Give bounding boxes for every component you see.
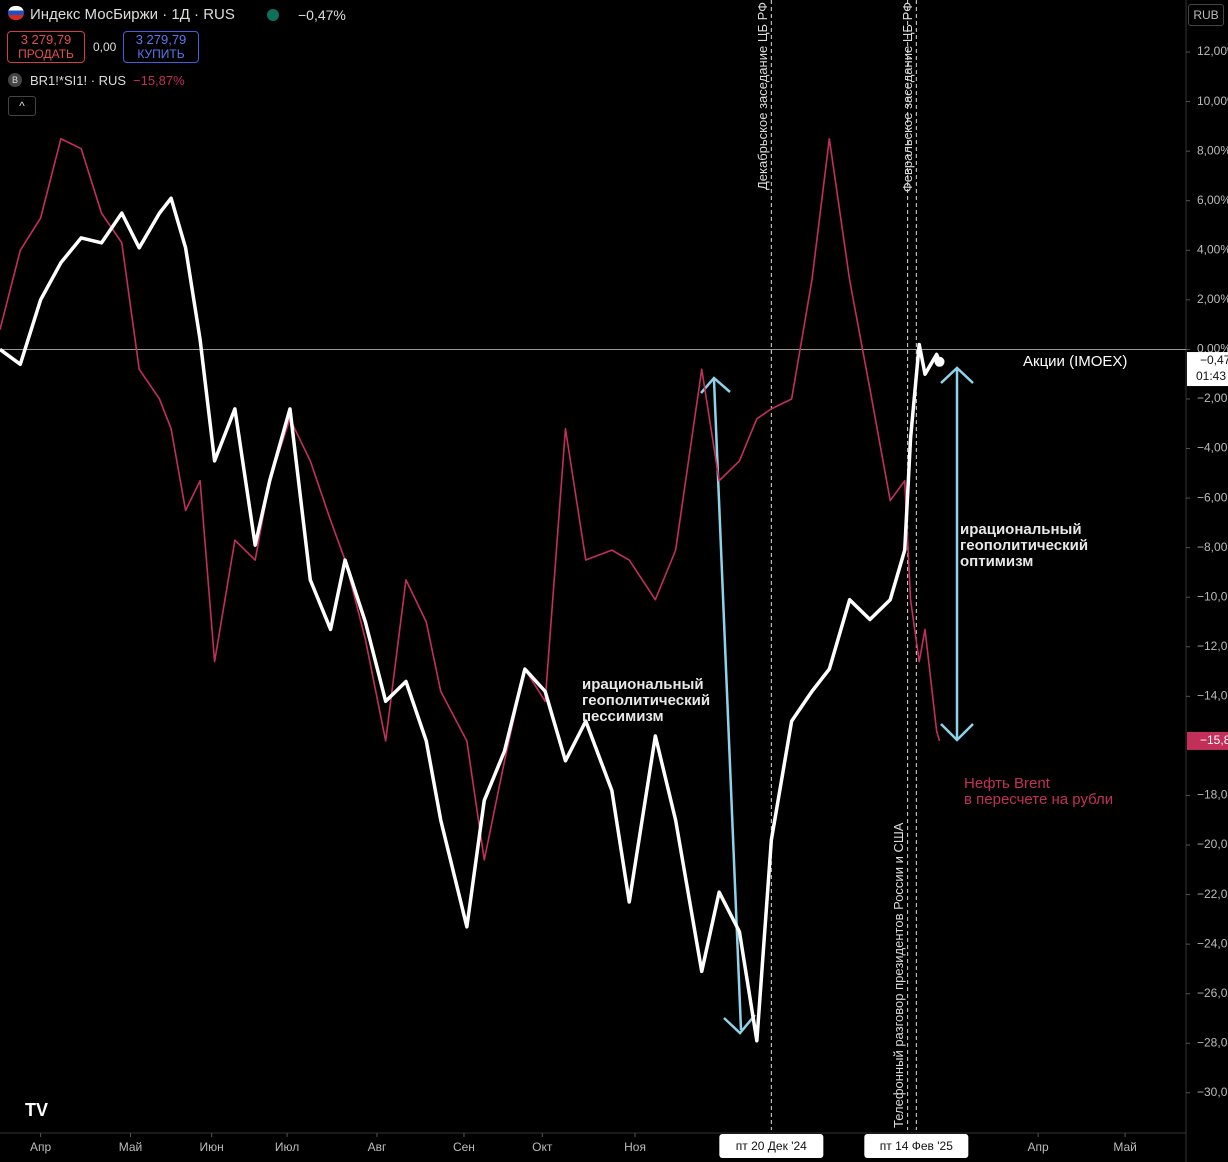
spread: 0,00	[93, 40, 117, 54]
y-tick-label: −28,0	[1197, 1035, 1228, 1049]
y-tick-label: 4,00%	[1197, 242, 1228, 256]
arrows	[700, 366, 974, 1035]
date-label: пт 14 Фев '25	[880, 1139, 953, 1153]
series-line	[0, 137, 941, 861]
y-tick-label: −24,0	[1197, 936, 1228, 950]
y-tick-label: −6,00	[1197, 490, 1228, 504]
x-tick-label: Июл	[275, 1140, 299, 1154]
x-tick-label: Сен	[453, 1140, 475, 1154]
last-point	[934, 356, 945, 367]
y-tick-label: −14,0	[1197, 689, 1228, 703]
arrow	[712, 379, 743, 1031]
event-label: Телефонный разговор президентов России и…	[891, 822, 906, 1128]
price-label: −15,8	[1200, 733, 1228, 747]
x-tick-label: Апр	[1028, 1140, 1050, 1154]
price-box	[1187, 352, 1228, 387]
x-tick-label: Ноя	[624, 1140, 646, 1154]
buy-price: 3 279,79	[135, 32, 187, 47]
series-label: Нефть Brent в пересчете на рубли	[964, 775, 1114, 808]
flag	[8, 6, 24, 20]
annotation: ирациональный геополитический пессимизм	[582, 676, 711, 725]
y-tick-label: −30,0	[1197, 1085, 1228, 1099]
price-label: −0,47	[1200, 353, 1228, 367]
sell-label: ПРОДАТЬ	[18, 47, 74, 61]
compare-symbol: BR1!*SI1! · RUS	[30, 73, 127, 88]
change: −0,47%	[298, 7, 346, 23]
x-tick-label: Май	[119, 1140, 143, 1154]
series-label: Акции (IMOEX)	[1023, 353, 1128, 370]
y-tick-label: 6,00%	[1197, 193, 1228, 207]
countdown: 01:43	[1196, 369, 1226, 383]
y-tick-label: 10,00%	[1197, 94, 1228, 108]
y-tick-label: −26,0	[1197, 986, 1228, 1000]
arrow-head	[940, 723, 974, 742]
sell-price: 3 279,79	[20, 32, 72, 47]
event-label: Февральское заседание ЦБ РФ	[900, 2, 915, 192]
x-tick-label: Авг	[368, 1140, 387, 1154]
currency[interactable]: RUB	[1188, 4, 1224, 26]
collapse-button[interactable]: ^	[8, 96, 36, 116]
sell-button[interactable]: 3 279,79 ПРОДАТЬ	[7, 31, 85, 63]
arrow-head	[940, 366, 974, 384]
y-tick-label: −8,00	[1197, 540, 1228, 554]
price-box	[1187, 731, 1228, 750]
y-tick-label: 12,00%	[1197, 44, 1228, 58]
compare-change: −15,87%	[133, 73, 185, 88]
status-dot	[267, 9, 279, 21]
y-tick-label: −10,0	[1197, 589, 1228, 603]
y-tick-label: −22,0	[1197, 887, 1228, 901]
y-tick-label: −4,00	[1197, 441, 1228, 455]
y-tick-label: −20,0	[1197, 837, 1228, 851]
y-tick-label: −18,0	[1197, 788, 1228, 802]
symbol-title: Индекс МосБиржи · 1Д · RUS	[30, 6, 235, 23]
x-tick-label: Апр	[30, 1140, 52, 1154]
date-label: пт 20 Дек '24	[736, 1139, 807, 1153]
x-tick-label: Май	[1113, 1140, 1137, 1154]
y-tick-label: 2,00%	[1197, 292, 1228, 306]
y-tick-label: 8,00%	[1197, 143, 1228, 157]
series-line	[0, 196, 942, 1043]
compare-icon: B	[8, 73, 22, 87]
buy-label: КУПИТЬ	[137, 47, 185, 61]
annotation: ирациональный геополитический оптимизм	[960, 521, 1089, 570]
y-tick-label: −12,0	[1197, 639, 1228, 653]
logo: TV	[25, 1100, 48, 1120]
event-label: Декабрьское заседание ЦБ РФ	[755, 2, 770, 190]
arrow-head	[723, 1014, 756, 1035]
date-box	[719, 1134, 824, 1158]
buy-button[interactable]: 3 279,79 КУПИТЬ	[123, 31, 199, 63]
y-tick-label: −2,00	[1197, 391, 1228, 405]
date-box	[864, 1134, 969, 1158]
x-tick-label: Окт	[532, 1140, 553, 1154]
x-tick-label: Июн	[200, 1140, 224, 1154]
